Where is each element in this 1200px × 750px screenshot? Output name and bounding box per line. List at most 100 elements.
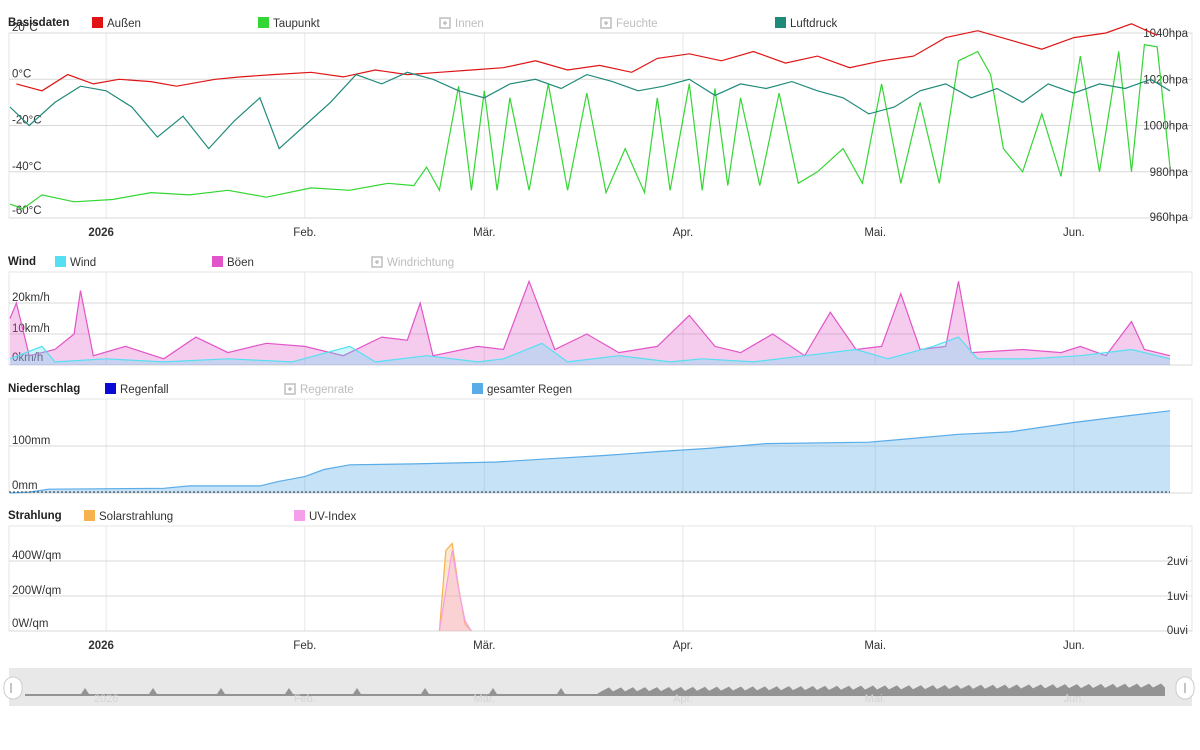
y-right-tick-label: 2uvi bbox=[1167, 556, 1188, 568]
y-right-tick-label: 1020hpa bbox=[1143, 74, 1188, 86]
strahlung-title: Strahlung bbox=[8, 510, 62, 522]
x-tick-label: Mär. bbox=[473, 640, 495, 652]
navigator-label: Mär. bbox=[474, 693, 495, 705]
y-tick-label: 20km/h bbox=[12, 292, 50, 304]
legend-item-innen[interactable]: Innen bbox=[439, 17, 484, 30]
x-axis-labels: 2026 Feb. Mär. Apr. Mai. Jun. bbox=[88, 227, 1084, 239]
navigator-handle-left-body[interactable] bbox=[3, 676, 23, 700]
x-tick-label: Apr. bbox=[673, 640, 693, 652]
legend-swatch bbox=[294, 510, 305, 521]
legend-disabled-icon-mark bbox=[375, 260, 379, 264]
wind-plot-area bbox=[8, 271, 1193, 366]
y-tick-label: 0°C bbox=[12, 68, 31, 80]
legend-label: Taupunkt bbox=[273, 18, 320, 30]
navigator-label: Apr. bbox=[673, 693, 693, 705]
series-area-wind bbox=[10, 337, 1170, 365]
legend-disabled-icon-mark bbox=[443, 21, 447, 25]
navigator-series bbox=[25, 683, 1165, 696]
y-tick-label: 20°C bbox=[12, 22, 38, 34]
legend-label: Regenfall bbox=[120, 384, 169, 396]
legend-item-windrichtung[interactable]: Windrichtung bbox=[371, 256, 454, 269]
legend-swatch bbox=[258, 17, 269, 28]
legend-item-gesamter-regen[interactable]: gesamter Regen bbox=[472, 383, 572, 396]
legend-item-taupunkt[interactable]: Taupunkt bbox=[258, 17, 320, 30]
legend-swatch bbox=[472, 383, 483, 394]
legend-item-wind[interactable]: Wind bbox=[55, 256, 96, 269]
x-tick-label: Feb. bbox=[293, 227, 316, 239]
x-tick-label: Jun. bbox=[1063, 227, 1085, 239]
navigator-label: Mai. bbox=[865, 693, 886, 705]
y-right-tick-label: 960hpa bbox=[1150, 212, 1189, 224]
legend-swatch bbox=[775, 17, 786, 28]
strahlung-plot-area bbox=[8, 525, 1193, 632]
y-right-tick-label: 0uvi bbox=[1167, 625, 1188, 637]
series-line-luftdruck bbox=[9, 71, 1171, 150]
strahlung-panel: Strahlung Solarstrahlung UV-Index 400W/qm 20… bbox=[8, 510, 1193, 637]
x-tick-label: Feb. bbox=[293, 640, 316, 652]
navigator: 2026 Feb. Mär. Apr. Mai. Jun. bbox=[3, 668, 1195, 706]
legend-label: Feuchte bbox=[616, 18, 658, 30]
x-tick-label: Apr. bbox=[673, 227, 693, 239]
legend-label: Regenrate bbox=[300, 384, 354, 396]
legend-disabled-icon-mark bbox=[288, 387, 292, 391]
legend-item-uv-index[interactable]: UV-Index bbox=[294, 510, 357, 523]
legend-item-regenfall[interactable]: Regenfall bbox=[105, 383, 169, 396]
legend-label: Außen bbox=[107, 18, 141, 30]
legend-swatch bbox=[105, 383, 116, 394]
legend-label: UV-Index bbox=[309, 511, 357, 523]
series-area-uv-index bbox=[439, 550, 472, 631]
y-tick-label: 100mm bbox=[12, 435, 50, 447]
x-tick-label: 2026 bbox=[88, 640, 114, 652]
y-right-tick-label: 1uvi bbox=[1167, 591, 1188, 603]
legend-item-luftdruck[interactable]: Luftdruck bbox=[775, 17, 838, 30]
legend-disabled-icon-mark bbox=[604, 21, 608, 25]
legend-item-solarstrahlung[interactable]: Solarstrahlung bbox=[84, 510, 173, 523]
legend-label: Innen bbox=[455, 18, 484, 30]
legend-label: gesamter Regen bbox=[487, 384, 572, 396]
navigator-handle-right[interactable] bbox=[1175, 676, 1195, 700]
y-tick-label: 0W/qm bbox=[12, 618, 48, 630]
navigator-handle-left[interactable] bbox=[3, 676, 23, 700]
y-tick-label: -40°C bbox=[12, 161, 42, 173]
series-line-uv-index bbox=[438, 550, 472, 632]
series-line-au-en bbox=[16, 23, 1158, 92]
wind-title: Wind bbox=[8, 256, 36, 268]
series-line-solarstrahlung bbox=[438, 542, 472, 632]
legend-item-außen[interactable]: Außen bbox=[92, 17, 141, 30]
x-tick-label: Jun. bbox=[1063, 640, 1085, 652]
y-right-tick-label: 1040hpa bbox=[1143, 28, 1188, 40]
x-tick-label: Mai. bbox=[864, 227, 886, 239]
wind-panel: Wind Wind Böen Windrichtung20km/h10km/h0km/… bbox=[8, 256, 1193, 366]
y-tick-label: 400W/qm bbox=[12, 550, 61, 562]
series-line-gesamter-regen bbox=[9, 410, 1171, 494]
x-tick-label: Mai. bbox=[864, 640, 886, 652]
y-tick-label: 0mm bbox=[12, 480, 38, 492]
legend-item-feuchte[interactable]: Feuchte bbox=[600, 17, 658, 30]
y-tick-label: -20°C bbox=[12, 115, 42, 127]
basisdaten-title: Basisdaten bbox=[8, 17, 69, 29]
legend-label: Windrichtung bbox=[387, 257, 454, 269]
x-tick-label: Mär. bbox=[473, 227, 495, 239]
x-tick-label: 2026 bbox=[88, 227, 114, 239]
legend-label: Solarstrahlung bbox=[99, 511, 173, 523]
series-area-b-en bbox=[10, 281, 1170, 365]
legend-label: Böen bbox=[227, 257, 254, 269]
x-axis-labels: 2026 Feb. Mär. Apr. Mai. Jun. bbox=[88, 640, 1084, 652]
navigator-label: Feb. bbox=[294, 693, 316, 705]
niederschlag-panel: Niederschlag Regenfall Regenrate gesamter R… bbox=[8, 383, 1193, 494]
legend-label: Luftdruck bbox=[790, 18, 838, 30]
legend-swatch bbox=[55, 256, 66, 267]
legend-swatch bbox=[92, 17, 103, 28]
legend-swatch bbox=[84, 510, 95, 521]
legend-item-regenrate[interactable]: Regenrate bbox=[284, 383, 354, 396]
legend-item-böen[interactable]: Böen bbox=[212, 256, 254, 269]
legend-swatch bbox=[212, 256, 223, 267]
series-area-gesamter-regen bbox=[10, 410, 1170, 493]
series-line-b-en bbox=[9, 279, 1171, 360]
legend-label: Wind bbox=[70, 257, 96, 269]
navigator-label: 2026 bbox=[94, 693, 118, 705]
basisdaten-panel: Basisdaten Außen Taupunkt Innen Feuchte Luftd… bbox=[8, 17, 1193, 224]
niederschlag-title: Niederschlag bbox=[8, 383, 80, 395]
series-line-wind bbox=[9, 336, 1171, 363]
